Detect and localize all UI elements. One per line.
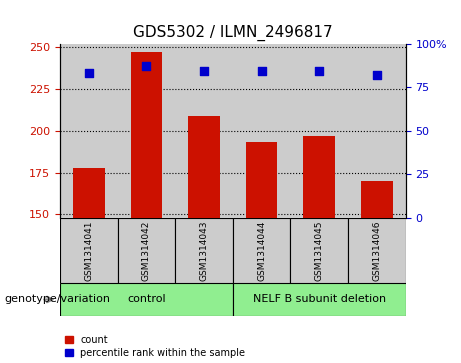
Text: GSM1314044: GSM1314044 <box>257 220 266 281</box>
Bar <box>118 44 175 218</box>
Bar <box>303 136 335 218</box>
Text: GSM1314041: GSM1314041 <box>84 220 93 281</box>
Point <box>258 69 266 74</box>
Text: GSM1314046: GSM1314046 <box>372 220 381 281</box>
Text: genotype/variation: genotype/variation <box>5 294 111 305</box>
Point <box>200 69 207 74</box>
Bar <box>233 283 406 316</box>
Bar <box>290 44 348 218</box>
Bar <box>175 44 233 218</box>
Bar <box>361 181 393 218</box>
Bar <box>233 44 290 218</box>
Text: control: control <box>127 294 165 305</box>
Bar <box>233 218 290 283</box>
Text: GSM1314045: GSM1314045 <box>315 220 324 281</box>
Bar <box>246 142 278 218</box>
Bar <box>60 44 118 218</box>
Bar <box>60 283 233 316</box>
Text: NELF B subunit deletion: NELF B subunit deletion <box>253 294 386 305</box>
Text: GSM1314042: GSM1314042 <box>142 220 151 281</box>
Bar <box>60 218 118 283</box>
Title: GDS5302 / ILMN_2496817: GDS5302 / ILMN_2496817 <box>133 25 333 41</box>
Bar <box>118 218 175 283</box>
Bar <box>130 52 162 218</box>
Point <box>315 69 323 74</box>
Bar <box>175 218 233 283</box>
Bar <box>73 168 105 218</box>
Point <box>373 72 381 78</box>
Bar <box>290 218 348 283</box>
Legend: count, percentile rank within the sample: count, percentile rank within the sample <box>65 335 245 358</box>
Point <box>85 70 92 76</box>
Point <box>142 63 150 69</box>
Bar <box>188 115 220 218</box>
Bar <box>348 218 406 283</box>
Bar <box>348 44 406 218</box>
Text: GSM1314043: GSM1314043 <box>200 220 208 281</box>
